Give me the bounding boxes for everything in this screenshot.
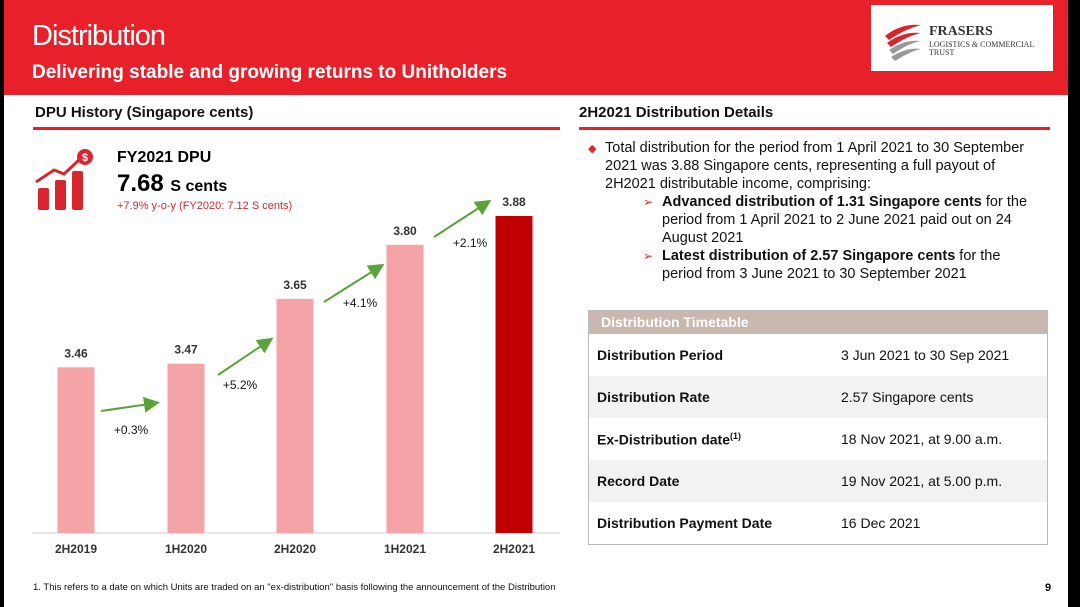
timetable-key: Distribution Period [597,347,723,363]
page-number: 9 [1045,582,1052,594]
logo-tagline-line2: TRUST [929,48,955,57]
footnote: 1. This refers to a date on which Units … [33,582,556,593]
fy-dpu-growth-note: +7.9% y-o-y (FY2020: 7.12 S cents) [117,200,293,212]
growth-arrow-icon [100,396,160,413]
page-title: Distribution [32,20,166,52]
arrow-bullet-icon: ➢ [643,195,654,209]
growth-label: +2.1% [453,236,488,250]
x-tick-label: 2H2019 [55,542,97,556]
svg-text:$: $ [82,152,88,164]
bar-value-label: 3.47 [174,343,198,357]
dpu-bar-chart: 3.46 2H2019 3.47 1H2020 3.65 2H2020 3.80 1H2021… [32,195,560,556]
fy-dpu-label: FY2021 DPU [117,149,212,166]
growth-arrow-icon [323,263,385,303]
sub-bullet-1-text: for the period from 1 April 2021 to 2 Ju… [662,194,1028,246]
sub-bullet-1-bold: Advanced distribution of 1.31 Singapore … [662,194,982,210]
timetable-row: Distribution Rate 2.57 Singapore cents [589,376,1047,418]
logo-mark-icon [885,24,921,61]
bar-value-label: 3.80 [393,224,417,238]
page-subtitle: Delivering stable and growing returns to… [32,62,508,83]
diamond-bullet-icon: ◆ [588,143,597,155]
timetable-row: Record Date 19 Nov 2021, at 5.00 p.m. [589,460,1047,502]
x-tick-label: 2H2020 [274,542,316,556]
company-logo: FRASERS LOGISTICS & COMMERCIAL TRUST [871,5,1053,71]
main-bullet-text: Total distribution for the period from 1… [605,140,1025,192]
timetable-value: 3 Jun 2021 to 30 Sep 2021 [841,347,1010,363]
main-bullet: ◆ Total distribution for the period from… [584,139,1034,193]
timetable-value: 18 Nov 2021, at 9.00 a.m. [841,431,1003,447]
footnote-marker: (1) [730,430,742,441]
timetable-row: Ex-Distribution date(1) 18 Nov 2021, at … [589,418,1047,460]
sub-bullet-1: ➢ Advanced distribution of 1.31 Singapor… [584,193,1034,247]
left-section-rule [33,127,560,130]
growth-label: +5.2% [223,378,258,392]
distribution-details-heading: 2H2021 Distribution Details [579,104,774,121]
bar-value-label: 3.88 [502,195,526,209]
timetable-key: Ex-Distribution date(1) [589,431,841,448]
distribution-details-list: ◆ Total distribution for the period from… [584,139,1034,283]
growth-label: +4.1% [343,296,378,310]
growth-arrow-icon [433,199,492,238]
x-tick-label: 1H2021 [384,542,426,556]
x-tick-label: 1H2020 [165,542,207,556]
growth-arrow-icon [217,337,274,376]
arrow-bullet-icon: ➢ [643,249,654,263]
growth-label: +0.3% [114,423,149,437]
timetable-row: Distribution Period 3 Jun 2021 to 30 Sep… [589,334,1047,376]
sub-bullet-2-bold: Latest distribution of 2.57 Singapore ce… [662,248,956,264]
timetable-title: Distribution Timetable [589,311,1047,334]
fy-dpu-number: 7.68 [117,170,164,197]
bar-1H2021 [386,244,424,533]
slide: Distribution Delivering stable and growi… [4,0,1068,607]
bar-value-label: 3.46 [64,346,88,360]
fy-dpu-value: 7.68 S cents [117,170,227,198]
timetable-value: 19 Nov 2021, at 5.00 p.m. [841,473,1003,489]
dpu-history-heading: DPU History (Singapore cents) [35,104,254,121]
timetable-value: 16 Dec 2021 [841,515,921,531]
bar-2H2021 [495,216,533,533]
logo-name: FRASERS [929,24,993,39]
sub-bullet-2-text: for the period from 3 June 2021 to 30 Se… [662,248,1001,282]
logo-tagline-line1: LOGISTICS & COMMERCIAL [929,40,1035,49]
timetable-row: Distribution Payment Date 16 Dec 2021 [589,502,1047,544]
timetable-key-text: Ex-Distribution date [597,431,731,448]
timetable-value: 2.57 Singapore cents [841,389,974,405]
bar-value-label: 3.65 [283,278,307,292]
header-banner: Distribution Delivering stable and growi… [4,0,1068,95]
timetable-key: Distribution Rate [597,389,710,405]
right-section-rule [579,127,1050,130]
logo-tagline: LOGISTICS & COMMERCIAL TRUST [929,41,1034,57]
bar-1H2020 [167,363,205,533]
distribution-timetable: Distribution Timetable Distribution Peri… [588,310,1048,545]
timetable-key: Distribution Payment Date [597,515,773,531]
x-tick-label: 2H2021 [493,542,535,556]
fy-dpu-unit: S cents [170,178,228,195]
bar-2H2019 [57,367,95,533]
sub-bullet-2: ➢ Latest distribution of 2.57 Singapore … [584,247,1034,283]
rising-bars-dollar-icon: $ [35,149,93,210]
timetable-key: Record Date [597,473,680,489]
bar-2H2020 [276,298,314,533]
